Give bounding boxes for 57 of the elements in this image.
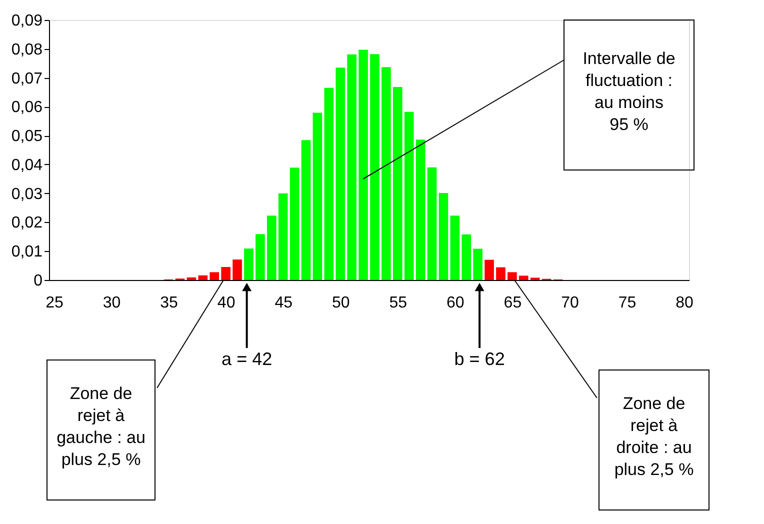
x-tick-label: 80 <box>676 294 694 312</box>
y-tick-label: 0,01 <box>11 244 43 261</box>
bar <box>392 87 402 280</box>
bar <box>438 193 448 280</box>
bar <box>324 88 334 280</box>
bar <box>518 276 528 280</box>
y-tick-label: 0,07 <box>11 70 43 88</box>
bar <box>427 167 437 280</box>
x-tick-label: 50 <box>332 294 350 312</box>
bar <box>450 216 460 280</box>
bar <box>508 272 517 280</box>
bar <box>484 260 494 280</box>
y-tick-label: 0,04 <box>11 156 43 174</box>
bar <box>290 168 300 280</box>
bar <box>221 267 230 280</box>
bar <box>382 67 391 280</box>
bar <box>462 234 472 280</box>
x-tick-label: 70 <box>561 294 579 312</box>
x-tick-label: 25 <box>46 294 64 312</box>
x-tick-label: 40 <box>217 294 236 312</box>
y-tick-label: 0,05 <box>11 128 43 146</box>
bar <box>266 216 276 280</box>
bar <box>232 259 242 280</box>
bar <box>278 193 288 280</box>
bar <box>370 54 380 280</box>
x-tick-label: 35 <box>160 294 178 312</box>
y-tick-label: 0,08 <box>11 41 43 58</box>
annotation: b = 62 <box>454 349 505 369</box>
x-tick-label: 60 <box>446 294 464 312</box>
bar <box>312 112 322 280</box>
bar <box>404 112 414 280</box>
bar <box>496 267 506 280</box>
bar <box>186 277 196 280</box>
x-tick-label: 45 <box>274 294 293 312</box>
x-tick-label: 75 <box>618 294 636 312</box>
annotation: Intervalle de fluctuation : au moins 95 % <box>582 49 676 134</box>
y-tick-label: 0,06 <box>11 99 43 116</box>
annotation: Zone de rejet à droite : au plus 2,5 % <box>614 394 694 479</box>
bar <box>301 140 311 280</box>
bar <box>256 234 265 280</box>
annotation: Zone de rejet à gauche : au plus 2,5 % <box>56 384 146 469</box>
bar <box>358 50 368 280</box>
x-tick-label: 65 <box>504 294 522 312</box>
bar <box>198 275 208 280</box>
bar <box>336 68 346 280</box>
y-tick-label: 0,03 <box>11 186 43 203</box>
bar <box>416 140 426 280</box>
x-tick-label: 55 <box>389 294 408 312</box>
bar <box>210 272 220 280</box>
bar <box>244 248 254 280</box>
annotation: a = 42 <box>222 349 272 369</box>
bar <box>347 54 356 280</box>
y-tick-label: 0,02 <box>11 214 43 232</box>
x-tick-label: 30 <box>102 294 121 312</box>
y-tick-label: 0 <box>34 272 43 290</box>
bar <box>473 248 482 280</box>
y-tick-label: 0,09 <box>11 12 43 30</box>
